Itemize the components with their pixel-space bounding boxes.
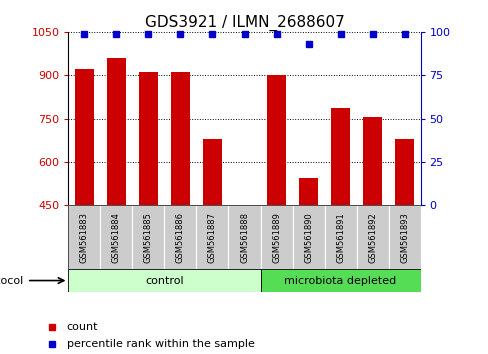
Bar: [68, 269, 260, 292]
Bar: [100, 205, 132, 269]
Text: GSM561887: GSM561887: [207, 212, 217, 263]
Bar: [394, 139, 413, 205]
Text: GSM561893: GSM561893: [399, 212, 408, 263]
Text: GSM561883: GSM561883: [80, 212, 89, 263]
Bar: [164, 205, 196, 269]
Bar: [388, 205, 420, 269]
Bar: [362, 117, 381, 205]
Text: GSM561888: GSM561888: [240, 212, 248, 263]
Bar: [203, 139, 222, 205]
Bar: [139, 72, 158, 205]
Text: GSM561890: GSM561890: [304, 212, 312, 263]
Bar: [132, 205, 164, 269]
Bar: [196, 205, 228, 269]
Bar: [75, 69, 94, 205]
Bar: [292, 205, 324, 269]
Title: GDS3921 / ILMN_2688607: GDS3921 / ILMN_2688607: [144, 14, 344, 30]
Text: microbiota depleted: microbiota depleted: [284, 275, 396, 286]
Text: GSM561891: GSM561891: [335, 212, 345, 263]
Bar: [356, 205, 388, 269]
Text: GSM561885: GSM561885: [143, 212, 153, 263]
Text: count: count: [66, 321, 98, 332]
Bar: [266, 75, 285, 205]
Text: protocol: protocol: [0, 275, 23, 286]
Bar: [324, 205, 356, 269]
Bar: [260, 205, 292, 269]
Text: control: control: [145, 275, 183, 286]
Text: GSM561886: GSM561886: [176, 212, 184, 263]
Text: GSM561889: GSM561889: [271, 212, 281, 263]
Text: GSM561884: GSM561884: [112, 212, 121, 263]
Bar: [107, 58, 126, 205]
Bar: [330, 108, 349, 205]
Bar: [228, 205, 260, 269]
Text: GSM561892: GSM561892: [367, 212, 376, 263]
Text: percentile rank within the sample: percentile rank within the sample: [66, 339, 254, 349]
Bar: [68, 205, 100, 269]
Bar: [170, 72, 190, 205]
Bar: [260, 269, 420, 292]
Bar: [298, 178, 318, 205]
